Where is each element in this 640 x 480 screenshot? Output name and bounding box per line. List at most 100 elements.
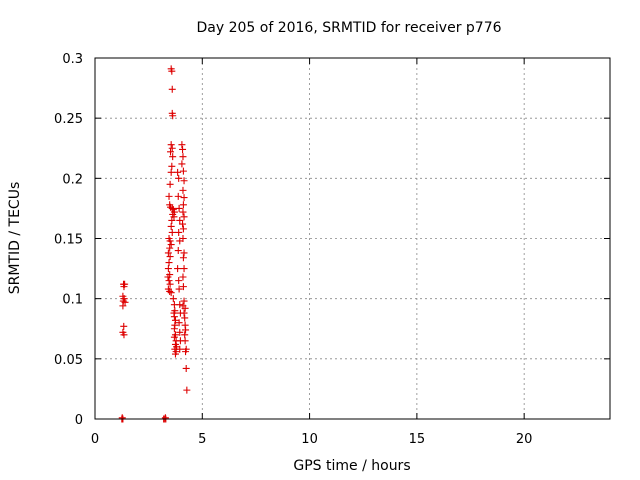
- x-tick-label: 20: [516, 432, 533, 447]
- data-point: [166, 237, 174, 245]
- data-point: [179, 186, 187, 194]
- data-point: [119, 302, 127, 310]
- data-point: [169, 295, 177, 303]
- y-tick-label: 0.2: [62, 172, 83, 187]
- data-point: [175, 228, 183, 236]
- data-point: [179, 273, 187, 281]
- data-point: [165, 277, 173, 285]
- data-point: [179, 145, 187, 153]
- data-point: [180, 265, 188, 273]
- data-point: [169, 112, 177, 120]
- data-point: [180, 213, 188, 221]
- data-point: [180, 297, 188, 305]
- data-point: [179, 283, 187, 291]
- data-points: [118, 65, 191, 423]
- data-point: [182, 364, 190, 372]
- data-point: [168, 85, 176, 93]
- data-point: [174, 265, 182, 273]
- data-point: [179, 235, 187, 242]
- data-point: [180, 249, 188, 257]
- data-point: [168, 67, 176, 75]
- data-point: [170, 325, 178, 333]
- data-point: [170, 333, 178, 341]
- data-point: [181, 337, 189, 345]
- data-point: [171, 350, 179, 358]
- y-tick-label: 0.3: [62, 52, 83, 67]
- y-tick-label: 0.1: [62, 293, 83, 308]
- data-point: [175, 174, 183, 182]
- data-point: [170, 313, 178, 321]
- data-point: [175, 319, 183, 327]
- data-point: [168, 204, 176, 212]
- data-point: [120, 331, 128, 339]
- x-axis-label: GPS time / hours: [293, 458, 410, 474]
- data-point: [121, 298, 129, 306]
- data-point: [168, 162, 176, 170]
- y-tick-label: 0.05: [54, 353, 83, 368]
- data-point: [181, 304, 189, 312]
- data-point: [174, 168, 182, 176]
- data-point: [161, 414, 169, 422]
- data-point: [120, 283, 128, 291]
- data-point: [174, 192, 182, 200]
- data-point: [164, 249, 172, 257]
- data-point: [165, 259, 173, 267]
- data-point: [167, 148, 175, 156]
- data-point: [164, 273, 172, 281]
- data-point: [180, 194, 188, 202]
- y-tick-label: 0.25: [54, 112, 83, 127]
- data-point: [167, 141, 175, 149]
- data-point: [166, 244, 174, 252]
- x-tick-label: 15: [409, 432, 426, 447]
- data-point: [179, 220, 187, 228]
- data-point: [168, 144, 176, 152]
- data-point: [168, 216, 176, 224]
- data-point: [175, 277, 183, 285]
- data-point: [183, 386, 191, 394]
- data-point: [164, 265, 172, 273]
- chart-title: Day 205 of 2016, SRMTID for receiver p77…: [196, 20, 501, 36]
- x-tick-label: 5: [198, 432, 206, 447]
- data-point: [180, 309, 188, 317]
- data-point: [181, 331, 189, 339]
- data-point: [176, 216, 184, 224]
- data-point: [179, 208, 187, 216]
- x-tick-label: 0: [91, 432, 99, 447]
- data-point: [174, 247, 182, 255]
- data-point: [166, 287, 174, 295]
- data-point: [175, 285, 183, 293]
- data-point: [179, 225, 187, 233]
- data-point: [167, 168, 175, 176]
- y-axis-label: SRMTID / TECUs: [7, 182, 23, 295]
- data-point: [176, 345, 184, 353]
- x-tick-label: 10: [301, 432, 318, 447]
- data-point: [165, 192, 173, 200]
- data-point: [179, 167, 187, 175]
- data-point: [171, 316, 179, 324]
- data-point: [179, 153, 187, 161]
- data-point: [179, 254, 187, 262]
- data-point: [176, 301, 184, 309]
- data-point: [118, 414, 126, 422]
- data-point: [180, 177, 188, 185]
- data-point: [178, 160, 186, 168]
- data-point: [179, 201, 187, 209]
- y-tick-label: 0: [75, 413, 83, 428]
- data-point: [182, 326, 190, 334]
- data-point: [167, 222, 175, 230]
- data-point: [176, 328, 184, 336]
- data-point: [182, 348, 190, 356]
- data-point: [168, 228, 176, 236]
- data-point: [167, 289, 175, 297]
- y-tick-label: 0.15: [54, 233, 83, 248]
- data-point: [170, 213, 178, 221]
- data-point: [175, 204, 183, 212]
- data-point: [169, 153, 177, 161]
- data-point: [178, 141, 186, 149]
- data-point: [166, 253, 174, 261]
- data-point: [166, 280, 174, 288]
- data-point: [167, 241, 175, 249]
- data-point: [166, 180, 174, 188]
- data-point: [120, 322, 128, 330]
